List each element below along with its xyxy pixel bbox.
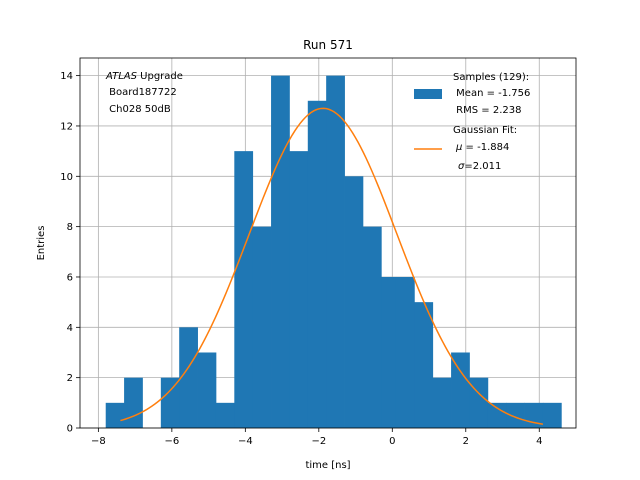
x-tick-label-1: −6: [164, 436, 179, 447]
histogram-bar-13: [344, 176, 364, 428]
histogram-bar-20: [469, 377, 489, 428]
histogram-bar-9: [271, 75, 290, 428]
histogram-bar-17: [414, 302, 434, 428]
histogram-bar-5: [197, 352, 217, 428]
histogram-bar-10: [289, 151, 309, 428]
y-tick-label-5: 10: [60, 172, 73, 183]
y-tick-label-1: 2: [67, 373, 73, 384]
x-tick-label-6: 4: [536, 436, 542, 447]
annotation-line-1: ATLAS Upgrade: [105, 71, 183, 82]
x-tick-label-0: −8: [91, 436, 106, 447]
y-tick-label-3: 6: [67, 272, 73, 283]
gaussian-fit-curve: [120, 107, 544, 425]
histogram-bar-4: [179, 327, 198, 428]
histogram-bar-0: [105, 402, 125, 428]
annotation-line-2: Board187722: [106, 87, 177, 98]
x-tick-label-2: −4: [238, 436, 253, 447]
histogram-bar-7: [234, 151, 254, 428]
histogram-bar-12: [326, 75, 345, 428]
x-tick-label-5: 2: [463, 436, 469, 447]
histogram-bar-14: [362, 226, 382, 428]
legend-samples-rms: RMS = 2.238: [453, 105, 521, 116]
legend-mu-symbol: μ: [455, 142, 462, 153]
legend-fit-title: Gaussian Fit:: [453, 125, 517, 136]
legend-samples-mean: Mean = -1.756: [453, 88, 530, 99]
histogram-bar-18: [432, 377, 452, 428]
y-tick-label-6: 12: [60, 121, 73, 132]
histogram-bars: [105, 75, 562, 428]
atlas-annotation: ATLAS Upgrade Board187722 Ch028 50dB: [105, 71, 183, 115]
y-axis-label: Entries: [36, 226, 47, 261]
histogram-bar-3: [160, 377, 180, 428]
x-tick-label-4: 0: [389, 436, 395, 447]
histogram-bar-16: [395, 276, 415, 428]
histogram-bar-24: [542, 402, 562, 428]
legend-samples-swatch: [414, 89, 442, 99]
legend-sigma-value: =2.011: [464, 161, 501, 172]
legend-fit-sigma: σ=2.011: [458, 161, 501, 172]
y-tick-label-2: 4: [67, 323, 73, 334]
x-tick-label-3: −2: [311, 436, 326, 447]
histogram-bar-1: [124, 377, 143, 428]
annotation-atlas: ATLAS: [105, 71, 138, 82]
y-tick-label-4: 8: [67, 222, 73, 233]
legend-samples-title: Samples (129):: [453, 72, 529, 83]
histogram-bar-6: [215, 402, 235, 428]
legend: Samples (129): Mean = -1.756 RMS = 2.238…: [414, 72, 530, 172]
y-tick-label-0: 0: [67, 424, 73, 435]
histogram-bar-11: [307, 100, 327, 428]
x-axis-label: time [ns]: [305, 460, 350, 471]
plot-frame: [79, 57, 577, 429]
legend-mu-value: = -1.884: [462, 142, 509, 153]
chart-title: Run 571: [303, 38, 353, 52]
legend-fit-mu: μ = -1.884: [455, 142, 509, 153]
axis-ticks: −8 −6 −4 −2 0 2 4 0 2 4 6 8 10 12 14: [60, 71, 542, 447]
y-tick-label-7: 14: [60, 71, 73, 82]
histogram-bar-22: [506, 402, 525, 428]
legend-sigma-symbol: σ: [458, 161, 465, 172]
annotation-upgrade: Upgrade: [137, 71, 183, 82]
histogram-bar-8: [252, 226, 272, 428]
histogram-bar-21: [487, 402, 507, 428]
annotation-line-3: Ch028 50dB: [106, 104, 171, 115]
histogram-bar-19: [451, 352, 470, 428]
histogram-bar-15: [381, 276, 397, 428]
